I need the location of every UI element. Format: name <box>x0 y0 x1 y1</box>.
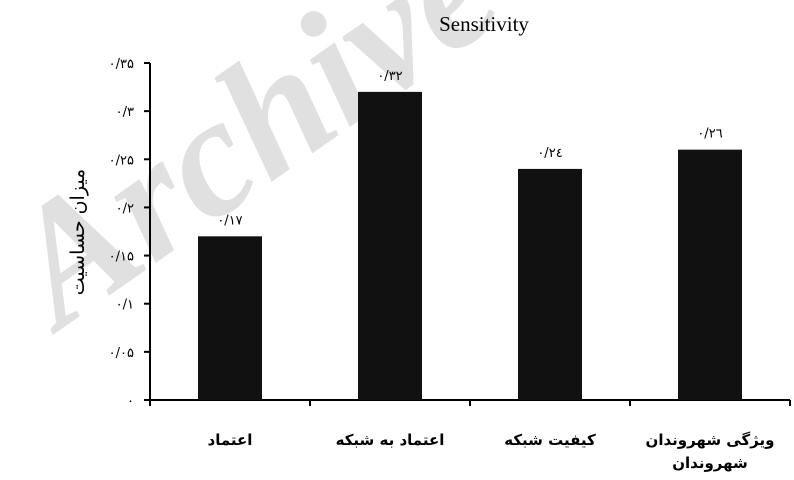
bar-value-label: ۰/۳۲ <box>377 69 402 84</box>
bar <box>518 168 582 400</box>
category-label: کیفیت شبکه <box>504 431 596 449</box>
bar-value-label: ۰/۲٦ <box>697 127 722 142</box>
category-label: اعتماد <box>208 431 253 449</box>
y-tick-label: ۰/۲ <box>116 201 134 216</box>
bars <box>198 91 742 400</box>
y-axis-label: میزان حساسیت <box>67 169 89 295</box>
bar-value-label: ۰/۱۷ <box>217 213 242 228</box>
category-label: ویژگی شهروندان <box>646 431 775 449</box>
bar-value-label: ۰/۲٤ <box>537 146 562 161</box>
y-tick-label: ۰/۱۵ <box>109 250 134 265</box>
y-tick-label: ۰/۰۵ <box>109 346 134 361</box>
bar <box>198 236 262 400</box>
data-labels: ۰/۱۷ ۰/۳۲ ۰/۲٤ ۰/۲٦ <box>217 69 722 228</box>
category-label: شهروندان <box>672 454 748 472</box>
bar <box>358 91 422 400</box>
y-tick-label: ۰ <box>127 394 134 409</box>
y-tick-label: ۰/۳۵ <box>109 57 134 72</box>
y-tick-label: ۰/۲۵ <box>109 153 134 168</box>
chart-title: Sensitivity <box>439 12 529 36</box>
bar <box>678 149 742 400</box>
category-labels: اعتماد اعتماد به شبکه کیفیت شبکه ویژگی شهرو… <box>208 431 775 472</box>
x-ticks <box>149 400 791 406</box>
y-tick-label: ۰/۳ <box>116 105 134 120</box>
y-tick-label: ۰/۱ <box>116 298 134 313</box>
y-ticks: ۰ ۰/۰۵ ۰/۱ ۰/۱۵ ۰/۲ ۰/۲۵ ۰/۳ ۰/۳۵ <box>109 57 150 409</box>
category-label: اعتماد به شبکه <box>336 431 445 449</box>
